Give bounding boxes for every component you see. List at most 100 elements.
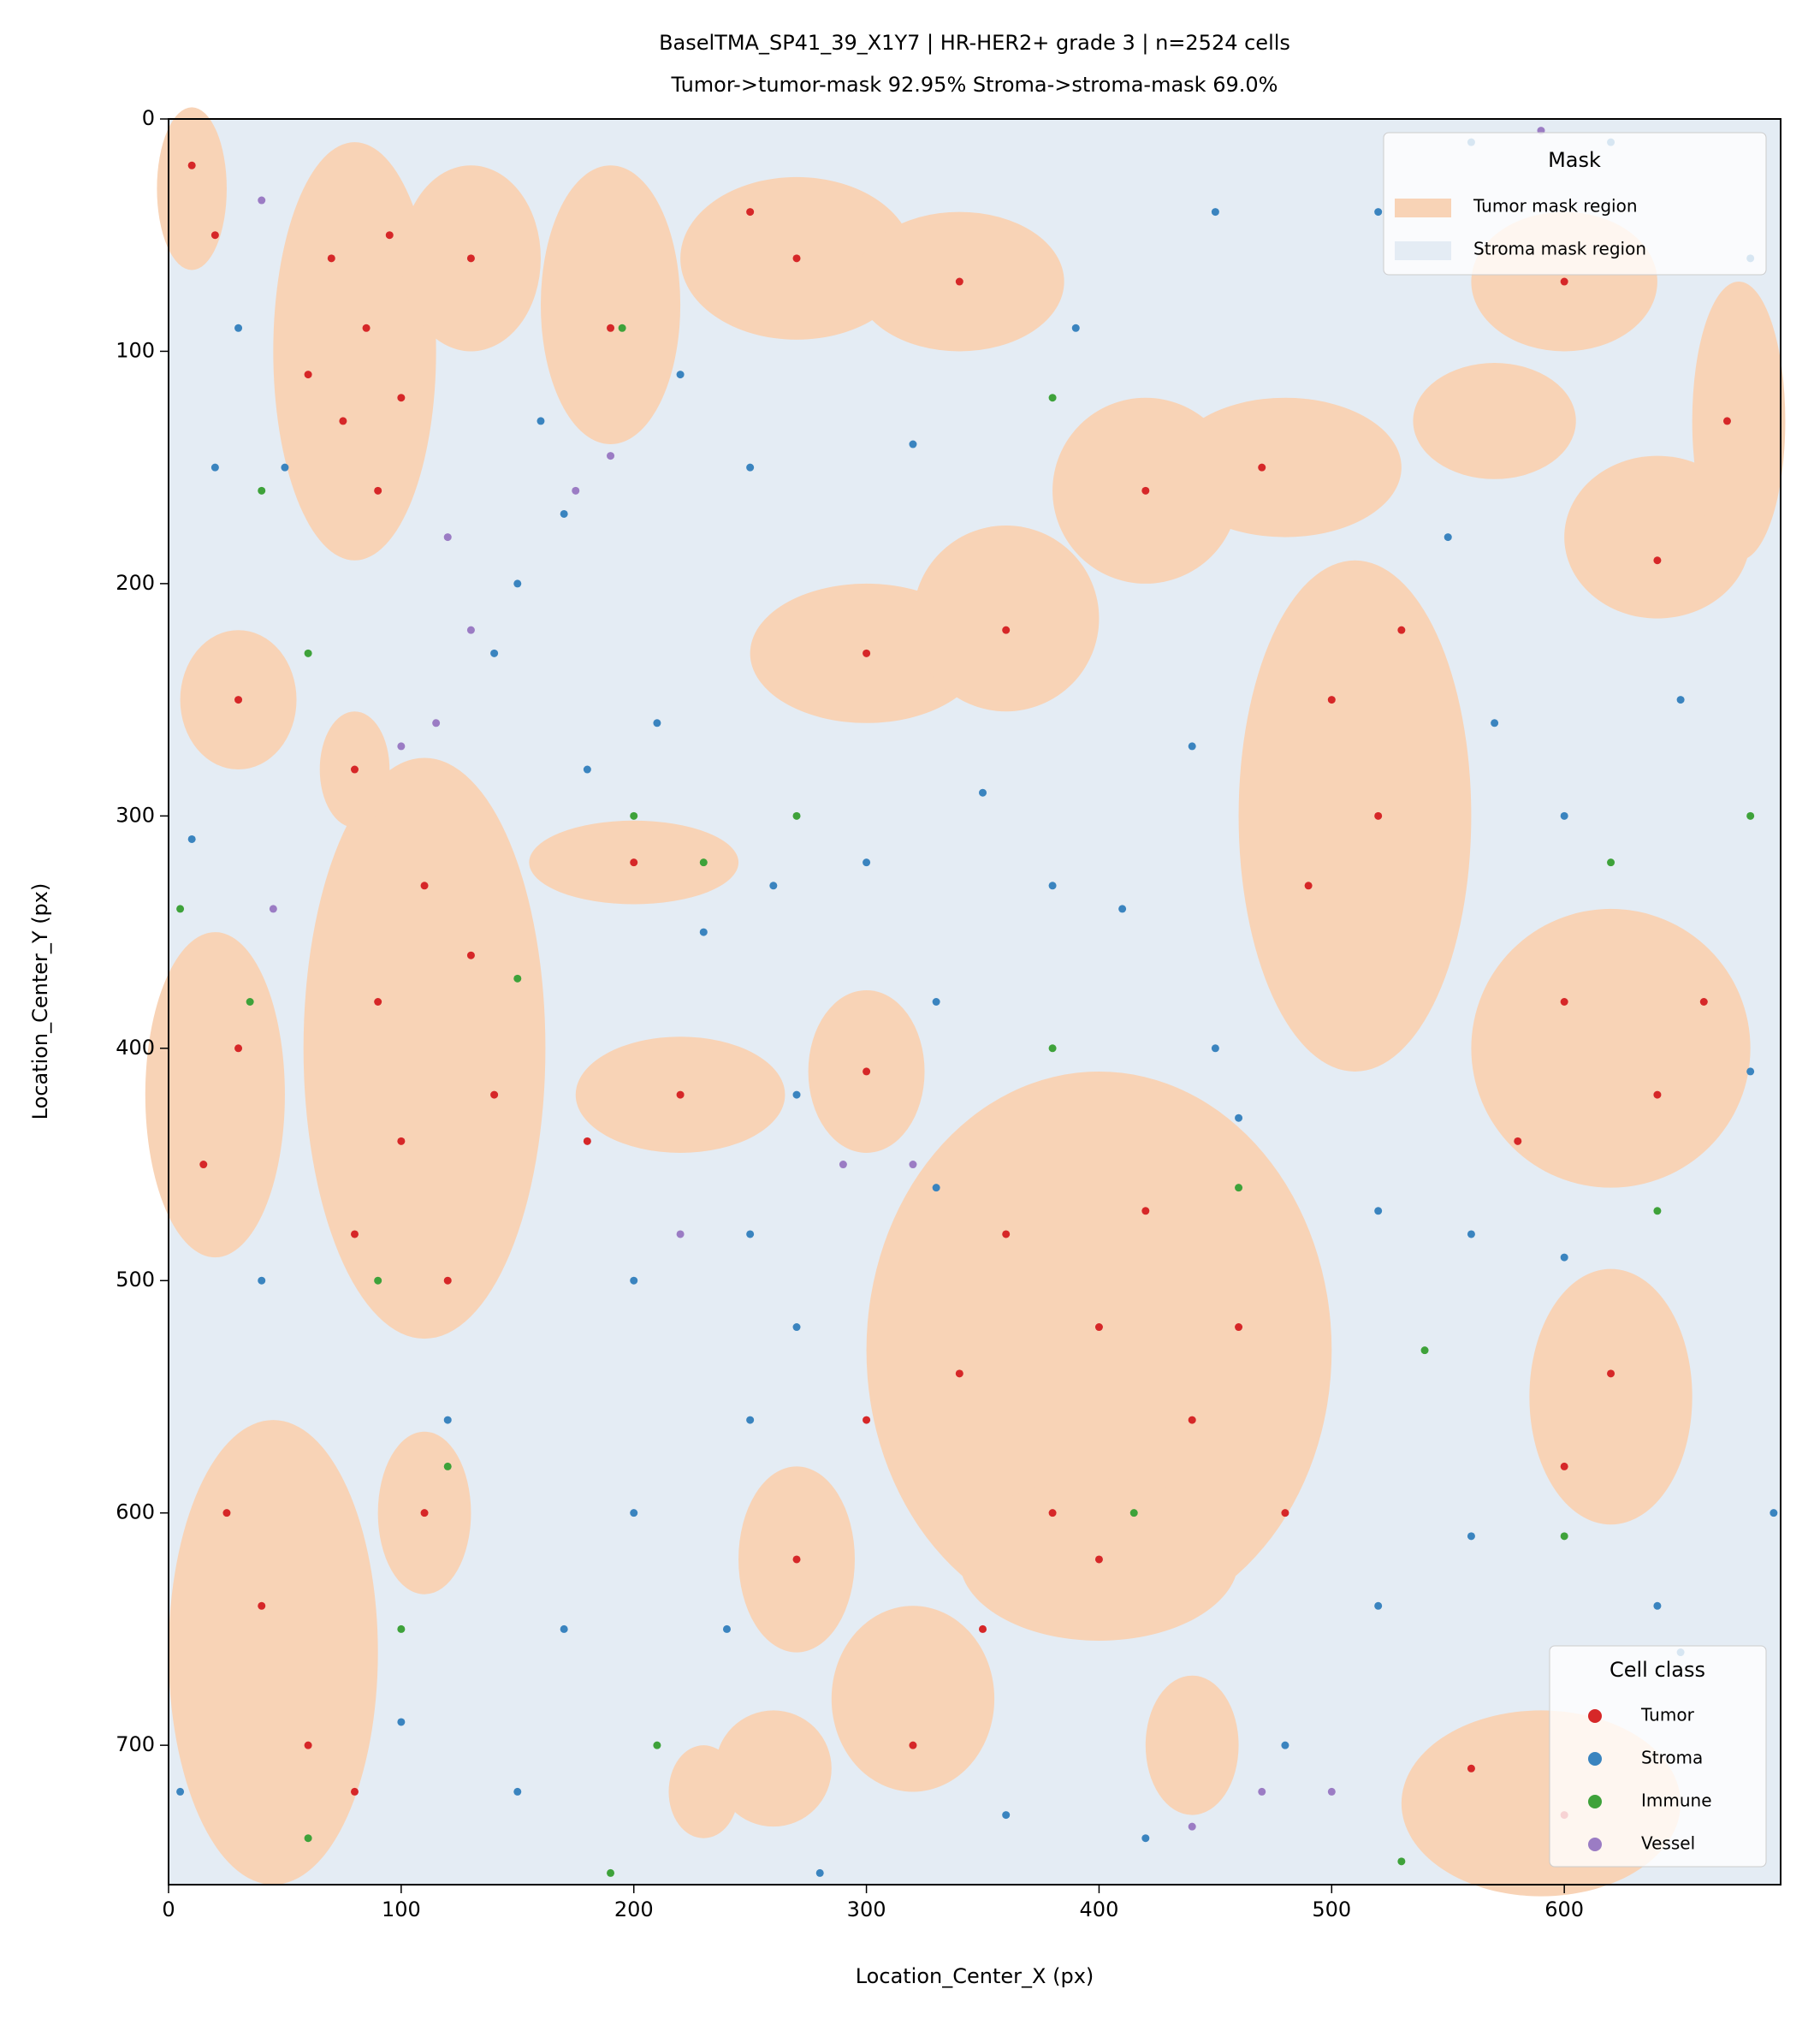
cell-point [630,1276,638,1285]
legend-label: Vessel [1641,1833,1695,1854]
cell-point [746,208,755,217]
cell-point [769,882,778,890]
cell-point [909,440,917,448]
cell-point [1235,1114,1243,1122]
cell-point [653,719,661,728]
cell-point [513,974,522,983]
legend-label: Stroma [1641,1748,1703,1768]
cell-point [1071,324,1080,332]
cell-point [304,371,312,379]
cell-point [1653,1601,1662,1610]
cell-point [246,998,254,1006]
cell-point [222,1509,231,1517]
y-tick-label: 600 [116,1500,155,1524]
cell-point [397,1624,406,1633]
cell-point [210,463,219,472]
cell-point [1141,486,1150,495]
cell-point [863,649,871,657]
cell-point [1607,858,1615,867]
cell-point [618,324,626,332]
cell-point [630,1509,638,1517]
cell-point [443,1462,452,1470]
cell-point [583,1137,591,1145]
cell-point [1258,463,1266,472]
legend-marker [1588,1795,1602,1808]
cell-point [1094,1323,1103,1332]
cell-point [374,1276,382,1285]
x-tick-label: 0 [162,1897,175,1921]
cell-point [1653,1207,1662,1215]
cell-point [432,719,441,728]
cell-point [653,1741,661,1749]
cell-point [560,1624,568,1633]
cell-point [815,1868,824,1877]
cell-point [572,486,580,495]
cell-point [792,811,801,820]
y-tick-label: 500 [116,1268,155,1292]
cell-point [1560,1462,1568,1470]
cell-point [932,998,940,1006]
cell-point [1560,811,1568,820]
cell-point [1281,1509,1289,1517]
cell-point [1258,1787,1266,1796]
x-tick-label: 400 [1080,1897,1119,1921]
cell-point [258,196,266,205]
cell-point [1002,626,1011,634]
y-tick-label: 200 [116,571,155,595]
cell-point [699,858,708,867]
cell-point [792,1555,801,1564]
cell-point [1188,1416,1196,1424]
cell-point [397,1718,406,1726]
cell-point [932,1184,940,1192]
y-tick-label: 0 [142,106,155,130]
cell-point [909,1741,917,1749]
cell-point [176,1787,185,1796]
cell-point [1374,1601,1383,1610]
cell-point [1002,1811,1011,1820]
y-tick-label: 300 [116,803,155,827]
y-tick-label: 700 [116,1732,155,1756]
cell-point [304,1834,312,1843]
legend-title: Mask [1548,148,1601,172]
cell-point [258,1276,266,1285]
cell-point [1560,1253,1568,1262]
cell-point [1374,1207,1383,1215]
legend-marker [1588,1752,1602,1766]
cell-point [1211,208,1219,217]
cell-point [1467,1764,1475,1773]
cell-point [583,765,591,774]
chart-title: BaselTMA_SP41_39_X1Y7 | HR-HER2+ grade 3… [659,31,1290,55]
cell-point [722,1624,731,1633]
cell-point [1607,1369,1615,1378]
cell-point [746,1416,755,1424]
cell-point [420,1509,429,1517]
cell-point [607,1868,615,1877]
cell-point [397,742,406,751]
cell-point [1467,1532,1475,1541]
cell-point [385,231,394,240]
cell-point [1374,811,1383,820]
cell-point [676,1230,685,1238]
cell-point [234,324,243,332]
cell-point [490,649,499,657]
cell-point [304,649,312,657]
cell-point [676,1090,685,1099]
x-tick-label: 200 [614,1897,654,1921]
cell-point [1514,1137,1522,1145]
legend-marker [1588,1838,1602,1851]
cell-point [466,626,475,634]
cell-point [443,1416,452,1424]
cell-point [863,1067,871,1076]
cell-point [1188,742,1196,751]
cell-point [955,277,963,286]
cell-point [234,1044,243,1053]
cell-point [1002,1230,1011,1238]
cell-point [746,1230,755,1238]
cell-point [1491,719,1499,728]
x-tick-label: 500 [1312,1897,1351,1921]
cell-point [1746,811,1755,820]
cell-point [187,834,196,843]
cell-point [327,254,335,263]
cell-point [258,1601,266,1610]
